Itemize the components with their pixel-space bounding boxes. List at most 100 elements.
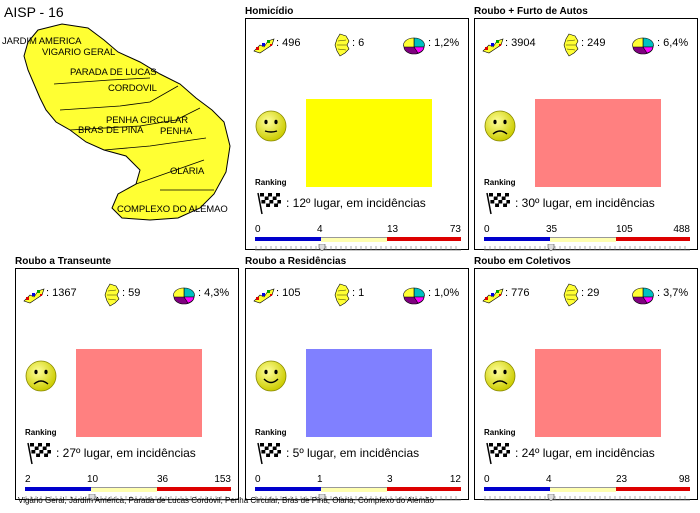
scale-bar-high <box>387 237 461 241</box>
scale-slider[interactable] <box>484 244 690 251</box>
scale-slider[interactable] <box>255 494 461 501</box>
ranking-label: Ranking <box>25 428 57 437</box>
pie-chart-icon <box>632 37 654 55</box>
scale-low: 4 <box>317 224 323 235</box>
panel-percent: : 1,0% <box>428 287 460 299</box>
ranking-label: Ranking <box>255 178 287 187</box>
pie-chart-icon <box>403 287 425 305</box>
panel-rank-value: : 1 <box>352 287 365 299</box>
map-crime-icon <box>23 288 45 304</box>
scale-low: 4 <box>546 474 552 485</box>
panel-stats: : 776 : 29 : 3,7% <box>481 283 697 307</box>
checkered-flag-icon <box>257 442 281 465</box>
map-yellow-icon <box>104 283 120 307</box>
panel-title: Homicídio <box>245 6 294 17</box>
scale-low: 10 <box>87 474 99 485</box>
scale-high: 36 <box>157 474 169 485</box>
rank-text: : 27º lugar, em incidências <box>56 446 196 460</box>
panel-count: : 776 <box>505 287 530 299</box>
checkered-flag-icon <box>486 442 510 465</box>
smiley-face-icon <box>255 110 287 142</box>
ranking-scale: 0 4 23 98 <box>484 474 690 504</box>
scale-low: 1 <box>317 474 323 485</box>
map-yellow-icon <box>563 33 579 57</box>
smiley-face-icon <box>255 360 287 392</box>
map-label-complexo-do-alemao: COMPLEXO DO ALEMAO <box>117 204 228 215</box>
panel-stats: : 3904 : 249 : 6,4% <box>481 33 697 57</box>
scale-max: 488 <box>673 224 690 235</box>
rank-text: : 5º lugar, em incidências <box>286 446 420 460</box>
crime-panel-1[interactable]: Roubo + Furto de Autos : 3904 : 249 <box>474 6 700 251</box>
panel-stats: : 105 : 1 : 1,0% <box>252 283 468 307</box>
scale-bar-low <box>25 487 91 491</box>
scale-bar-mid <box>321 487 387 492</box>
scale-high: 23 <box>616 474 628 485</box>
crime-panel-0[interactable]: Homicídio : 496 : 6 <box>245 6 471 251</box>
panel-count: : 105 <box>276 287 301 299</box>
checkered-flag-icon <box>257 192 281 215</box>
panel-percent: : 3,7% <box>657 287 689 299</box>
panel-box: : 1367 : 59 : 4,3% <box>15 268 239 501</box>
panel-percent: : 6,4% <box>657 37 689 49</box>
indicator-square <box>306 99 432 187</box>
scale-slider[interactable] <box>484 494 690 501</box>
smiley-face-icon <box>25 360 57 392</box>
map-region[interactable] <box>23 23 231 221</box>
ranking-scale: 2 10 36 153 <box>25 474 231 504</box>
smiley-face-icon <box>484 110 516 142</box>
scale-bar-low <box>484 487 550 491</box>
scale-high: 105 <box>616 224 633 235</box>
panel-title: Roubo em Coletivos <box>474 256 571 267</box>
indicator-square <box>535 99 661 187</box>
scale-high: 13 <box>387 224 399 235</box>
scale-bar-low <box>255 237 321 241</box>
map-label-penha: PENHA <box>160 126 193 137</box>
scale-bar-high <box>616 487 690 491</box>
map-label-parada-de-lucas: PARADA DE LUCAS <box>70 67 157 78</box>
panel-count: : 3904 <box>505 37 536 49</box>
map-crime-icon <box>253 38 275 54</box>
scale-bar-mid <box>550 487 616 492</box>
panel-stats: : 1367 : 59 : 4,3% <box>22 283 238 307</box>
crime-panel-4[interactable]: Roubo em Coletivos : 776 : 29 <box>474 256 700 501</box>
crime-panel-3[interactable]: Roubo a Residências : 105 : 1 <box>245 256 471 501</box>
panel-box: : 776 : 29 : 3,7% <box>474 268 698 501</box>
ranking-scale: 0 35 105 488 <box>484 224 690 254</box>
panel-box: : 105 : 1 : 1,0% <box>245 268 469 501</box>
map-label-bras-de-pina: BRAS DE PINA <box>78 125 144 136</box>
scale-bar-mid <box>91 487 157 492</box>
panel-box: : 3904 : 249 : 6,4% <box>474 18 698 251</box>
scale-bar-mid <box>550 237 616 242</box>
scale-slider[interactable] <box>25 494 231 501</box>
scale-min: 0 <box>484 474 490 485</box>
scale-low: 35 <box>546 224 558 235</box>
map-title: AISP - 16 <box>4 4 64 20</box>
smiley-face-icon <box>484 360 516 392</box>
panel-count: : 496 <box>276 37 301 49</box>
rank-text: : 30º lugar, em incidências <box>515 196 655 210</box>
panel-rank-value: : 6 <box>352 37 365 49</box>
map-label-cordovil: CORDOVIL <box>108 83 157 94</box>
checkered-flag-icon <box>486 192 510 215</box>
panel-stats: : 496 : 6 : 1,2% <box>252 33 468 57</box>
ranking-label: Ranking <box>255 428 287 437</box>
checkered-flag-icon <box>27 442 51 465</box>
scale-bar-high <box>616 237 690 241</box>
scale-max: 73 <box>449 224 461 235</box>
scale-slider[interactable] <box>255 244 461 251</box>
crime-panel-2[interactable]: Roubo a Transeunte : 1367 : 59 <box>15 256 241 501</box>
ranking-scale: 0 1 3 12 <box>255 474 461 504</box>
scale-bar-mid <box>321 237 387 242</box>
aisp-map[interactable] <box>0 22 240 222</box>
pie-chart-icon <box>632 287 654 305</box>
scale-bar-low <box>255 487 321 491</box>
panel-percent: : 4,3% <box>198 287 230 299</box>
ranking-scale: 0 4 13 73 <box>255 224 461 254</box>
footer-neighborhoods: Vigário Geral, Jardim América, Parada de… <box>18 496 435 505</box>
scale-max: 153 <box>214 474 231 485</box>
scale-bar-low <box>484 237 550 241</box>
pie-chart-icon <box>173 287 195 305</box>
panel-rank-value: : 29 <box>581 287 600 299</box>
scale-high: 3 <box>387 474 393 485</box>
scale-max: 98 <box>678 474 690 485</box>
